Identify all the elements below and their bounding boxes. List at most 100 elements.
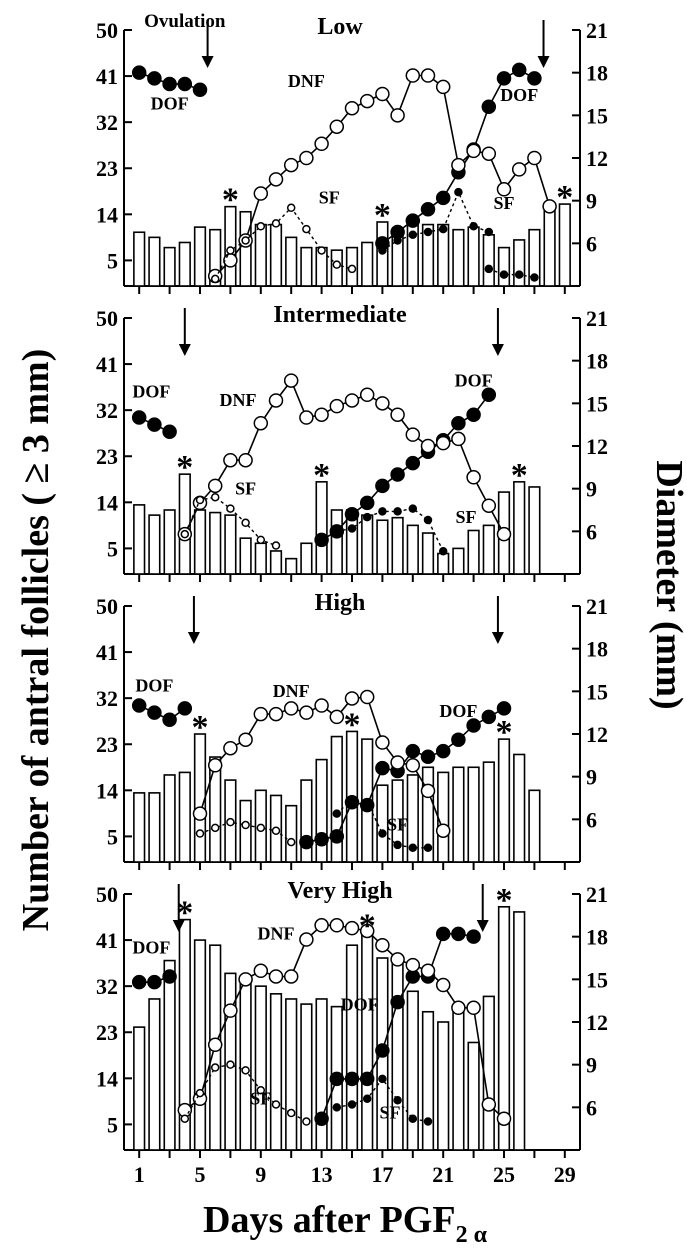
data-point-sf <box>347 524 357 533</box>
bar <box>193 733 207 863</box>
data-point-dnf <box>344 920 360 936</box>
data-point-dnf <box>481 498 497 513</box>
data-point-sf <box>332 527 342 536</box>
data-point-dof <box>405 213 421 228</box>
data-point-dnf <box>359 387 375 403</box>
data-point-dof <box>329 829 345 844</box>
annotation-dof: DOF <box>151 94 189 114</box>
data-point-dof <box>435 743 451 759</box>
data-point-dnf <box>299 410 314 425</box>
data-point-sf <box>423 227 433 237</box>
data-point-dnf <box>451 1000 466 1016</box>
arrow-head <box>178 344 191 356</box>
bar <box>482 995 495 1151</box>
data-point-dof <box>451 926 466 942</box>
data-point-sf <box>226 504 235 513</box>
data-point-dof <box>359 1071 375 1087</box>
annotation-sf: SF <box>455 507 476 527</box>
bar <box>467 766 480 863</box>
data-point-dof <box>162 969 177 984</box>
y-left-tick-label: 23 <box>96 1020 118 1045</box>
data-point-sf <box>408 504 418 513</box>
bar <box>285 998 298 1151</box>
data-point-dof <box>375 1043 390 1058</box>
y-right-tick-label: 12 <box>586 434 608 459</box>
y-right-tick-label: 21 <box>586 594 608 619</box>
bar <box>148 792 161 863</box>
data-point-sf <box>393 236 402 245</box>
data-point-dnf <box>435 435 451 451</box>
x-axis-label: Days after PGF2 α <box>203 1199 488 1248</box>
y-left-tick-label: 23 <box>96 156 118 181</box>
data-point-dof <box>375 760 390 776</box>
bar <box>178 771 191 863</box>
y-left-tick-label: 32 <box>96 398 118 423</box>
y-right-tick-label: 6 <box>586 519 597 544</box>
data-point-sf <box>271 1100 281 1109</box>
bar <box>558 203 571 287</box>
data-point-dnf <box>375 396 390 411</box>
data-point-dnf <box>299 705 314 720</box>
bar <box>315 481 328 575</box>
data-point-dnf <box>314 698 329 713</box>
data-point-sf <box>256 535 266 545</box>
bar <box>133 792 146 863</box>
series-line-sf <box>214 206 353 280</box>
data-point-sf <box>347 1100 357 1109</box>
bar <box>543 208 556 287</box>
data-point-sf <box>195 1088 205 1098</box>
panel-title: Very High <box>287 878 392 904</box>
data-point-sf <box>469 222 478 231</box>
bar <box>467 529 480 575</box>
series-line-dof <box>138 704 186 721</box>
y-right-tick-label: 18 <box>586 637 608 662</box>
panel-1: 5 14 23 32 41 50 6 9 12 15 18 21 Ovulation DOF DNF SF DO… <box>96 11 608 294</box>
bar <box>163 774 176 863</box>
significance-star: * <box>556 179 573 216</box>
annotation-ovulation: Ovulation <box>144 11 226 32</box>
data-point-sf <box>226 817 235 827</box>
data-point-dof <box>511 62 527 78</box>
y-right-tick-label: 9 <box>586 189 597 214</box>
data-point-dof <box>496 71 512 86</box>
data-point-sf <box>226 246 235 255</box>
data-point-dof <box>177 701 193 716</box>
y-left-tick-label: 32 <box>96 974 118 999</box>
data-point-sf <box>180 529 190 539</box>
data-point-dnf <box>435 977 451 993</box>
bar <box>330 509 343 575</box>
data-point-point <box>484 264 494 274</box>
data-point-sf <box>438 546 448 556</box>
data-point-point <box>514 270 524 279</box>
data-point-dof <box>162 76 177 92</box>
bar <box>406 774 419 863</box>
y-left-tick-label: 5 <box>107 824 118 849</box>
data-point-dnf <box>223 1003 238 1018</box>
data-point-dnf <box>420 963 436 979</box>
data-point-sf <box>195 829 205 838</box>
bar <box>361 931 374 1151</box>
data-point-dof <box>314 532 329 548</box>
data-point-dnf <box>511 162 527 177</box>
data-point-dnf <box>192 806 208 821</box>
bar <box>209 756 222 863</box>
bar <box>269 993 283 1151</box>
data-point-dnf <box>481 146 497 161</box>
bar <box>148 998 161 1151</box>
annotation-dof: DOF <box>135 675 173 695</box>
annotation-dnf: DNF <box>258 924 295 944</box>
data-point-sf <box>393 840 402 850</box>
bar <box>513 481 526 575</box>
y-left-tick-label: 50 <box>96 18 118 43</box>
data-point-dnf <box>451 431 466 447</box>
bar <box>239 210 252 287</box>
data-point-dof <box>390 467 405 482</box>
bar <box>269 223 283 287</box>
y-left-tick-label: 41 <box>96 64 118 89</box>
data-point-sf <box>454 187 463 197</box>
bar <box>467 226 480 287</box>
panel-2: 5 14 23 32 41 50 6 9 12 15 18 21 DOF DNF SF DOF SF * * * Int… <box>96 302 608 582</box>
data-point-dnf <box>283 373 299 388</box>
annotation-dnf: DNF <box>288 71 325 91</box>
bar <box>209 228 222 287</box>
